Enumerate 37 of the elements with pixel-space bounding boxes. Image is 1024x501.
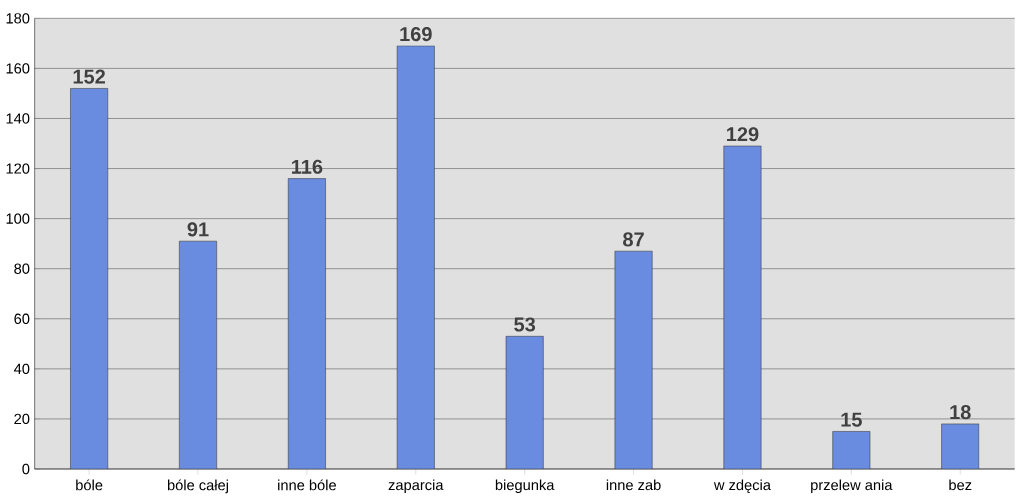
y-tick-label: 20 xyxy=(14,413,30,425)
bar xyxy=(287,178,326,469)
data-label: 87 xyxy=(623,232,644,247)
bar xyxy=(723,145,762,469)
y-tick-label: 120 xyxy=(6,163,30,174)
data-label: 53 xyxy=(514,317,536,332)
x-tick-label: inne bóle xyxy=(278,479,336,491)
x-tick-label: bóle całej xyxy=(167,479,228,494)
bar xyxy=(832,431,871,469)
data-label: 116 xyxy=(292,159,323,174)
x-tick-label: w zdęcia xyxy=(713,479,771,494)
y-tick-label: 40 xyxy=(13,363,30,375)
y-tick-label: 160 xyxy=(6,63,30,74)
bar xyxy=(941,423,980,469)
y-tick-label: 0 xyxy=(22,463,30,475)
data-label: 169 xyxy=(400,27,432,42)
x-tick-label: biegunka xyxy=(495,479,555,494)
x-tick-label: bez xyxy=(949,479,972,491)
bar xyxy=(614,250,653,469)
bar xyxy=(396,45,435,469)
data-label: 152 xyxy=(73,69,105,84)
x-tick-label: bóle xyxy=(76,479,103,491)
data-label: 129 xyxy=(727,127,759,142)
x-tick-label: przelew ania xyxy=(811,479,893,494)
bar xyxy=(70,88,109,469)
y-tick-label: 80 xyxy=(14,263,30,274)
bar xyxy=(179,240,217,469)
data-label: 15 xyxy=(841,412,862,427)
x-tick-label: zaparcia xyxy=(388,479,444,494)
y-tick-label: 180 xyxy=(6,13,30,24)
y-tick-label: 100 xyxy=(6,213,30,224)
data-label: 18 xyxy=(950,405,971,420)
y-tick-label: 140 xyxy=(6,113,30,124)
x-tick-label: inne zab xyxy=(606,479,661,491)
y-tick-label: 60 xyxy=(14,313,30,324)
data-label: 91 xyxy=(187,222,209,237)
bar xyxy=(505,336,544,469)
